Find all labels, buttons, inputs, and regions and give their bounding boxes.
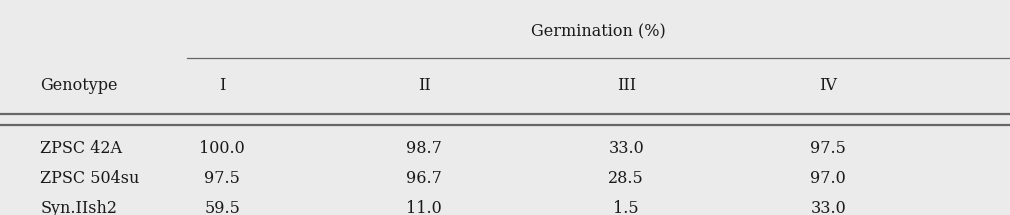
Text: 96.7: 96.7 [406,170,442,187]
Text: 1.5: 1.5 [613,200,639,215]
Text: ZPSC 504su: ZPSC 504su [40,170,139,187]
Text: 11.0: 11.0 [406,200,442,215]
Text: III: III [617,77,635,95]
Text: 97.0: 97.0 [810,170,846,187]
Text: Syn.IIsh2: Syn.IIsh2 [40,200,117,215]
Text: 33.0: 33.0 [810,200,846,215]
Text: ZPSC 42A: ZPSC 42A [40,140,122,157]
Text: II: II [418,77,430,95]
Text: Germination (%): Germination (%) [531,24,666,41]
Text: I: I [219,77,225,95]
Text: IV: IV [819,77,837,95]
Text: 97.5: 97.5 [810,140,846,157]
Text: 33.0: 33.0 [608,140,644,157]
Text: 97.5: 97.5 [204,170,240,187]
Text: 59.5: 59.5 [204,200,240,215]
Text: 100.0: 100.0 [199,140,245,157]
Text: 98.7: 98.7 [406,140,442,157]
Text: 28.5: 28.5 [608,170,644,187]
Text: Genotype: Genotype [40,77,118,95]
